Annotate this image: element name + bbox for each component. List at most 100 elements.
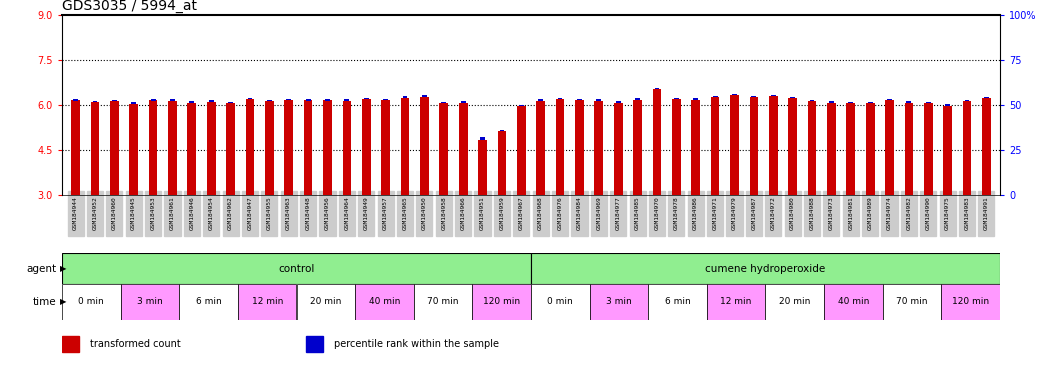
Bar <box>924 103 933 195</box>
Bar <box>297 284 355 320</box>
Bar <box>906 101 911 103</box>
Bar <box>441 102 446 103</box>
Bar <box>72 101 80 195</box>
Bar <box>325 99 330 101</box>
Text: 6 min: 6 min <box>196 298 221 306</box>
Bar <box>112 100 116 101</box>
Bar <box>882 284 941 320</box>
Bar <box>62 284 120 320</box>
Text: time: time <box>33 297 57 307</box>
Bar <box>846 103 855 195</box>
Bar <box>810 99 815 101</box>
Bar <box>537 101 545 195</box>
Bar <box>944 106 952 195</box>
Bar <box>306 336 323 352</box>
Bar <box>228 102 233 103</box>
Bar <box>73 99 78 101</box>
Text: 20 min: 20 min <box>310 298 342 306</box>
Bar <box>982 98 991 195</box>
Bar <box>188 103 196 195</box>
Bar <box>653 89 661 195</box>
Bar <box>92 101 98 102</box>
Bar <box>519 105 524 106</box>
Bar <box>343 101 351 195</box>
Text: control: control <box>278 263 315 273</box>
Bar <box>531 284 590 320</box>
Bar <box>984 97 989 98</box>
Bar <box>90 102 100 195</box>
Bar <box>539 99 543 101</box>
Bar <box>904 103 913 195</box>
Bar <box>577 99 582 100</box>
Bar <box>691 99 700 195</box>
Bar <box>555 99 565 195</box>
Bar <box>616 101 621 103</box>
Bar <box>479 139 487 195</box>
Bar <box>868 102 873 103</box>
Text: 120 min: 120 min <box>952 298 989 306</box>
Bar <box>120 284 180 320</box>
Text: 12 min: 12 min <box>720 298 752 306</box>
Bar <box>286 99 292 100</box>
Bar <box>414 284 472 320</box>
Bar <box>926 102 931 103</box>
Bar <box>323 101 332 195</box>
Bar <box>62 253 531 284</box>
Text: cumene hydroperoxide: cumene hydroperoxide <box>706 263 825 273</box>
Bar <box>461 101 466 103</box>
Bar <box>265 101 274 195</box>
Bar <box>769 96 777 195</box>
Bar <box>635 98 640 99</box>
Text: 0 min: 0 min <box>79 298 104 306</box>
Bar <box>246 99 254 195</box>
Bar <box>575 100 583 195</box>
Bar <box>597 99 601 101</box>
Bar <box>472 284 531 320</box>
Bar <box>595 101 603 195</box>
Bar <box>788 98 797 195</box>
Text: agent: agent <box>27 263 57 273</box>
Bar <box>885 100 894 195</box>
Bar <box>459 103 467 195</box>
Bar <box>151 99 156 101</box>
Text: 40 min: 40 min <box>368 298 400 306</box>
Bar <box>713 96 717 97</box>
Bar <box>189 101 194 103</box>
Bar <box>531 253 1000 284</box>
Bar <box>674 98 679 99</box>
Bar <box>401 98 409 195</box>
Bar <box>707 284 765 320</box>
Text: GDS3035 / 5994_at: GDS3035 / 5994_at <box>62 0 197 13</box>
Bar <box>672 99 681 195</box>
Text: 20 min: 20 min <box>780 298 811 306</box>
Bar <box>887 99 892 100</box>
Text: 3 min: 3 min <box>137 298 163 306</box>
Bar <box>238 284 297 320</box>
Bar <box>180 284 238 320</box>
Bar <box>148 101 158 195</box>
Bar <box>848 102 853 103</box>
Bar <box>613 103 623 195</box>
Bar <box>749 97 758 195</box>
Bar <box>284 100 293 195</box>
Bar <box>824 284 882 320</box>
Text: 70 min: 70 min <box>896 298 928 306</box>
Bar <box>517 106 525 195</box>
Bar <box>827 103 836 195</box>
Bar <box>829 101 834 103</box>
Bar <box>383 99 388 100</box>
Text: transformed count: transformed count <box>90 339 181 349</box>
Bar <box>168 101 176 195</box>
Bar <box>590 284 649 320</box>
Text: 0 min: 0 min <box>547 298 573 306</box>
Bar <box>304 101 312 195</box>
Bar <box>711 97 719 195</box>
Bar <box>226 103 235 195</box>
Bar <box>306 99 310 101</box>
Text: ▶: ▶ <box>60 298 66 306</box>
Bar <box>362 99 371 195</box>
Bar <box>110 101 118 195</box>
Text: 120 min: 120 min <box>483 298 520 306</box>
Bar <box>946 104 950 106</box>
Bar <box>403 96 408 98</box>
